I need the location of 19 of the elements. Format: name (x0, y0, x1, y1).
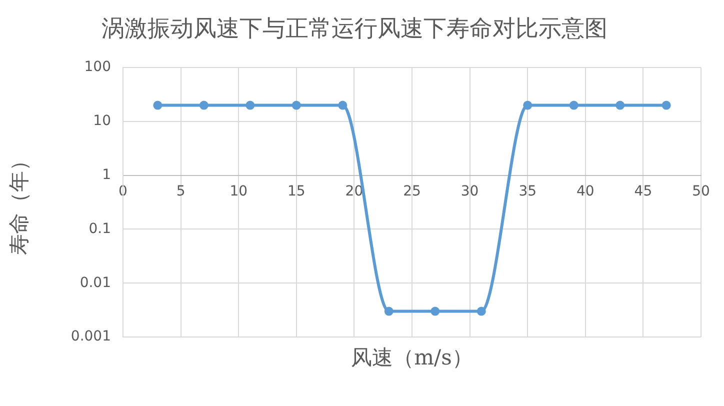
y-tick-label: 0.001 (70, 328, 111, 345)
chart-title: 涡激振动风速下与正常运行风速下寿命对比示意图 (102, 16, 608, 42)
y-tick-label: 10 (93, 113, 111, 130)
x-tick-label: 40 (576, 183, 594, 200)
x-tick-label: 50 (692, 183, 710, 200)
x-tick-label: 10 (230, 183, 248, 200)
x-tick-label: 5 (176, 183, 186, 200)
y-axis-title: 寿命（年） (7, 150, 32, 255)
x-tick-label: 15 (287, 183, 306, 200)
y-tick-label: 0.1 (88, 220, 111, 237)
y-tick-label: 0.01 (80, 274, 111, 291)
y-tick-label: 100 (84, 59, 111, 76)
x-tick-label: 45 (634, 183, 652, 200)
x-axis-title: 风速（m/s） (351, 345, 473, 370)
x-tick-label: 30 (460, 183, 479, 200)
x-tick-label: 20 (345, 183, 364, 200)
x-tick-label: 25 (403, 183, 421, 200)
y-tick-label: 1 (102, 167, 111, 183)
x-tick-label: 35 (518, 183, 537, 200)
